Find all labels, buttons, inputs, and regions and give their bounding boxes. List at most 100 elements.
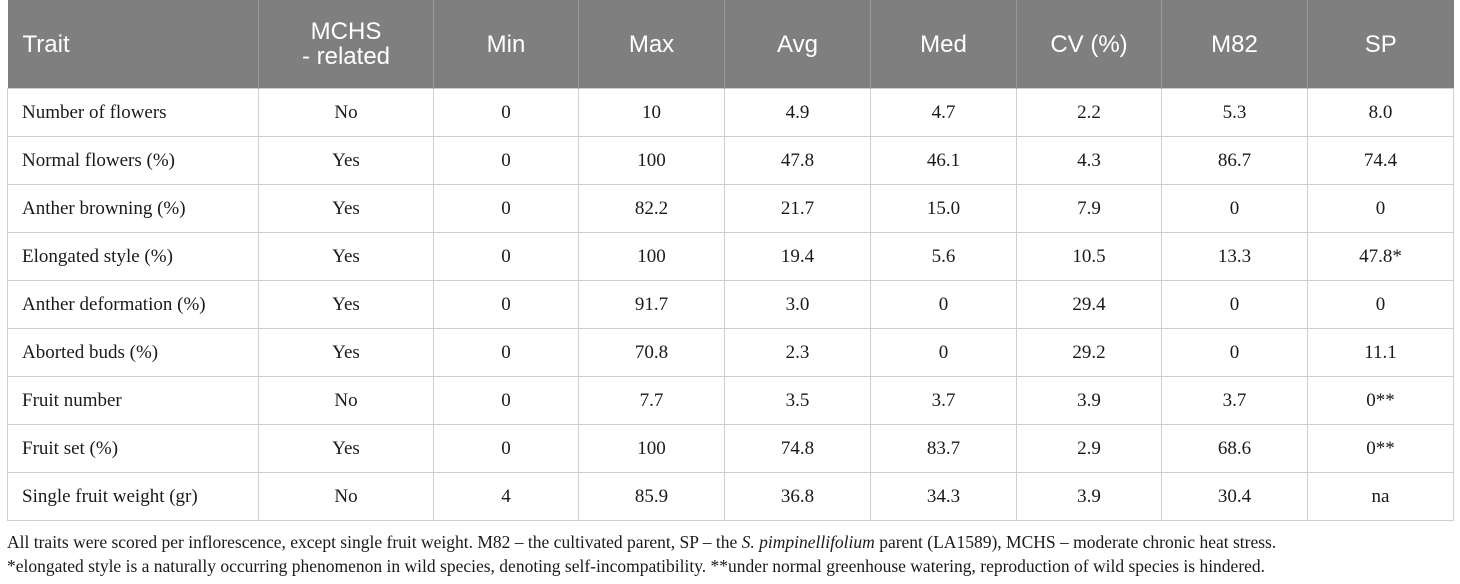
cell-m82: 0 [1161, 184, 1308, 233]
cell-min: 0 [433, 88, 579, 137]
cell-mchs: No [258, 376, 434, 425]
cell-trait: Normal flowers (%) [7, 136, 259, 185]
cell-med: 83.7 [870, 424, 1017, 473]
table-row: Single fruit weight (gr) No 4 85.9 36.8 … [7, 472, 1454, 521]
cell-min: 4 [433, 472, 579, 521]
cell-cv: 29.4 [1016, 280, 1162, 329]
cell-max: 100 [578, 424, 725, 473]
cell-med: 34.3 [870, 472, 1017, 521]
cell-sp: 0 [1307, 280, 1454, 329]
cell-med: 0 [870, 328, 1017, 377]
cell-cv: 2.2 [1016, 88, 1162, 137]
cell-min: 0 [433, 280, 579, 329]
cell-sp: 74.4 [1307, 136, 1454, 185]
header-trait: Trait [7, 0, 259, 89]
footnote-line-1: All traits were scored per inflorescence… [7, 530, 1453, 554]
species-name: S. pimpinellifolium [741, 532, 875, 552]
header-mchs-line1: MCHS [310, 18, 382, 45]
cell-med: 46.1 [870, 136, 1017, 185]
footnote-line-2: *elongated style is a naturally occurrin… [7, 556, 1266, 576]
table-row: Normal flowers (%) Yes 0 100 47.8 46.1 4… [7, 136, 1454, 185]
cell-med: 4.7 [870, 88, 1017, 137]
cell-min: 0 [433, 136, 579, 185]
cell-max: 100 [578, 232, 725, 281]
table-body: Number of flowers No 0 10 4.9 4.7 2.2 5.… [7, 88, 1454, 521]
cell-m82: 68.6 [1161, 424, 1308, 473]
cell-mchs: No [258, 472, 434, 521]
table-row: Aborted buds (%) Yes 0 70.8 2.3 0 29.2 0… [7, 328, 1454, 377]
cell-avg: 21.7 [724, 184, 871, 233]
cell-trait: Fruit number [7, 376, 259, 425]
cell-sp: 8.0 [1307, 88, 1454, 137]
cell-max: 91.7 [578, 280, 725, 329]
cell-mchs: Yes [258, 280, 434, 329]
table-row: Anther browning (%) Yes 0 82.2 21.7 15.0… [7, 184, 1454, 233]
cell-m82: 13.3 [1161, 232, 1308, 281]
cell-m82: 0 [1161, 328, 1308, 377]
table-row: Number of flowers No 0 10 4.9 4.7 2.2 5.… [7, 88, 1454, 137]
cell-max: 100 [578, 136, 725, 185]
cell-max: 82.2 [578, 184, 725, 233]
cell-trait: Fruit set (%) [7, 424, 259, 473]
footnote-text: All traits were scored per inflorescence… [7, 532, 742, 552]
cell-m82: 3.7 [1161, 376, 1308, 425]
cell-avg: 19.4 [724, 232, 871, 281]
cell-avg: 3.5 [724, 376, 871, 425]
cell-min: 0 [433, 328, 579, 377]
cell-avg: 36.8 [724, 472, 871, 521]
table-row: Fruit number No 0 7.7 3.5 3.7 3.9 3.7 0*… [7, 376, 1454, 425]
table-row: Elongated style (%) Yes 0 100 19.4 5.6 1… [7, 232, 1454, 281]
cell-m82: 86.7 [1161, 136, 1308, 185]
cell-sp: 0** [1307, 376, 1454, 425]
cell-mchs: Yes [258, 232, 434, 281]
cell-cv: 3.9 [1016, 472, 1162, 521]
cell-avg: 3.0 [724, 280, 871, 329]
cell-med: 5.6 [870, 232, 1017, 281]
cell-mchs: No [258, 88, 434, 137]
cell-sp: 47.8* [1307, 232, 1454, 281]
header-min: Min [433, 0, 579, 89]
cell-min: 0 [433, 184, 579, 233]
cell-mchs: Yes [258, 184, 434, 233]
cell-cv: 4.3 [1016, 136, 1162, 185]
cell-max: 10 [578, 88, 725, 137]
cell-med: 15.0 [870, 184, 1017, 233]
table-header-row: Trait MCHS - related Min Max Avg Med CV … [7, 0, 1454, 89]
header-sp: SP [1307, 0, 1454, 89]
cell-mchs: Yes [258, 136, 434, 185]
cell-trait: Single fruit weight (gr) [7, 472, 259, 521]
header-mchs-line2: - related [301, 43, 391, 70]
cell-sp: 11.1 [1307, 328, 1454, 377]
cell-min: 0 [433, 424, 579, 473]
cell-trait: Anther deformation (%) [7, 280, 259, 329]
cell-cv: 3.9 [1016, 376, 1162, 425]
cell-trait: Aborted buds (%) [7, 328, 259, 377]
cell-cv: 29.2 [1016, 328, 1162, 377]
cell-mchs: Yes [258, 424, 434, 473]
header-max: Max [578, 0, 725, 89]
cell-cv: 10.5 [1016, 232, 1162, 281]
header-m82: M82 [1161, 0, 1308, 89]
cell-sp: 0 [1307, 184, 1454, 233]
table-footnote: All traits were scored per inflorescence… [7, 530, 1453, 578]
header-mchs-related: MCHS - related [258, 0, 434, 89]
footnote-text: parent (LA1589), MCHS – moderate chronic… [874, 532, 1277, 552]
cell-trait: Number of flowers [7, 88, 259, 137]
cell-max: 70.8 [578, 328, 725, 377]
header-med: Med [870, 0, 1017, 89]
cell-m82: 5.3 [1161, 88, 1308, 137]
cell-min: 0 [433, 376, 579, 425]
cell-med: 0 [870, 280, 1017, 329]
table-row: Fruit set (%) Yes 0 100 74.8 83.7 2.9 68… [7, 424, 1454, 473]
cell-avg: 4.9 [724, 88, 871, 137]
cell-m82: 30.4 [1161, 472, 1308, 521]
cell-trait: Elongated style (%) [7, 232, 259, 281]
cell-max: 7.7 [578, 376, 725, 425]
cell-max: 85.9 [578, 472, 725, 521]
cell-avg: 2.3 [724, 328, 871, 377]
cell-cv: 2.9 [1016, 424, 1162, 473]
header-avg: Avg [724, 0, 871, 89]
table-row: Anther deformation (%) Yes 0 91.7 3.0 0 … [7, 280, 1454, 329]
cell-mchs: Yes [258, 328, 434, 377]
cell-avg: 47.8 [724, 136, 871, 185]
